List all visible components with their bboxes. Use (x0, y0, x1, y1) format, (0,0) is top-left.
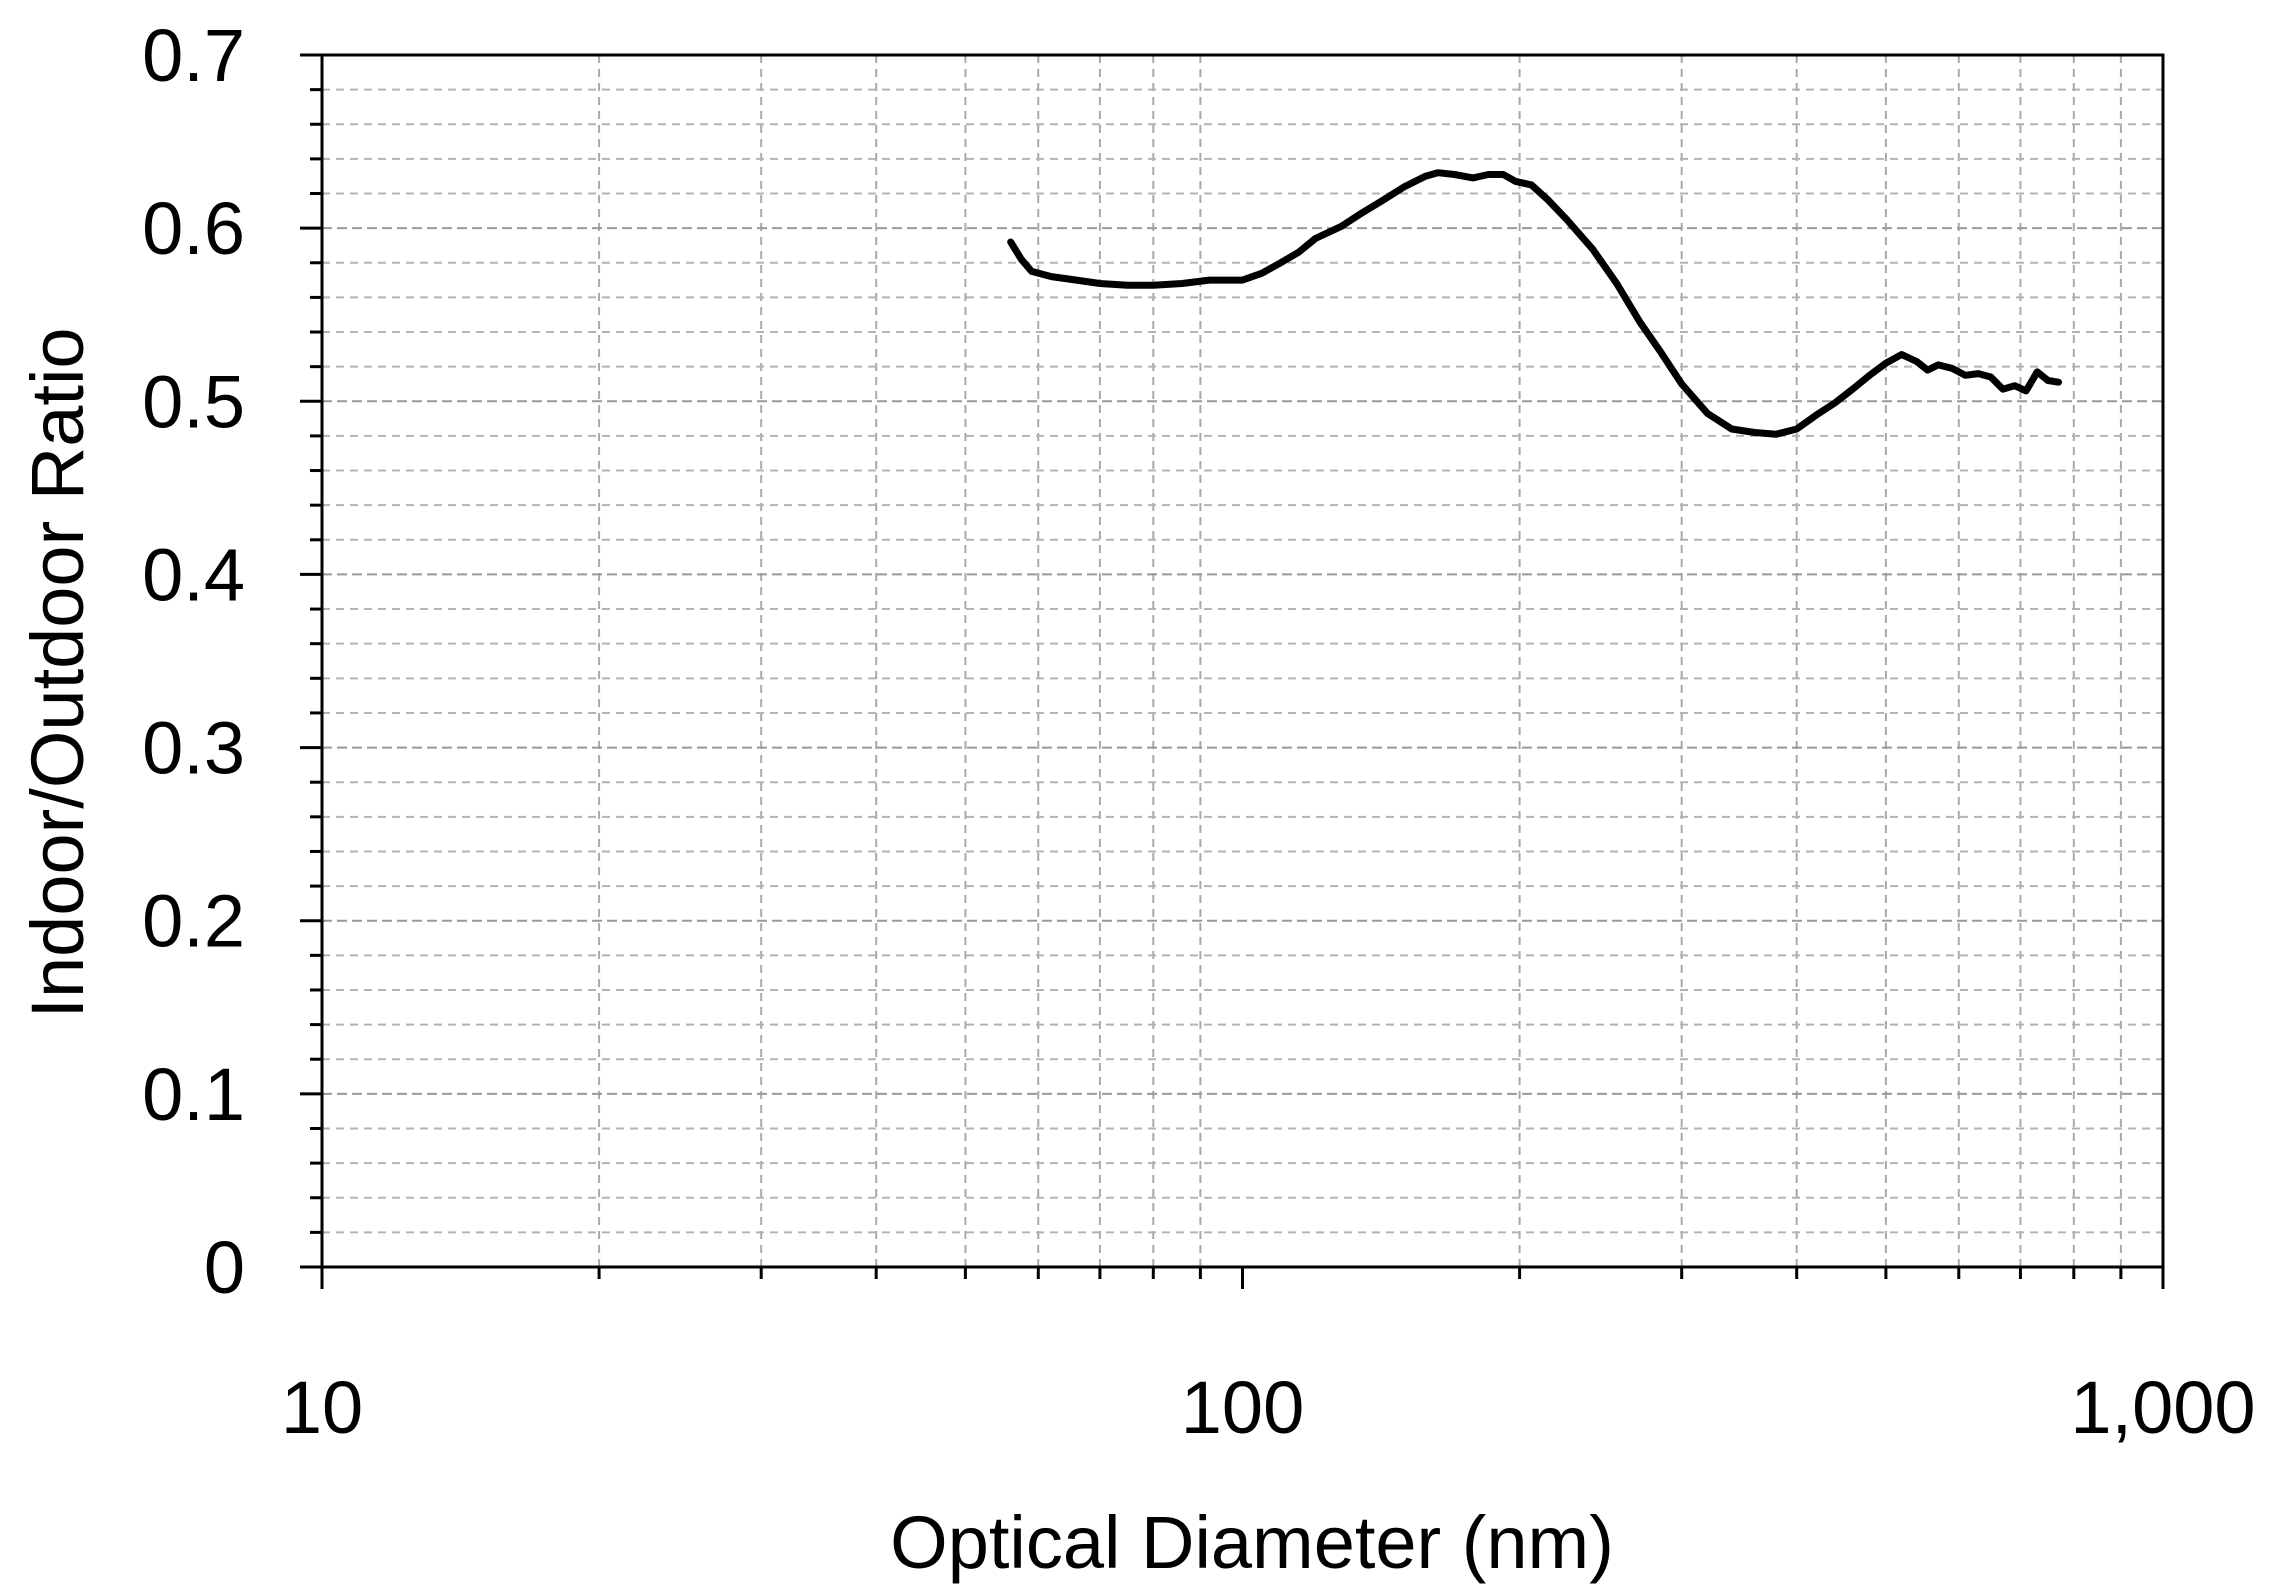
y-tick-label: 0.6 (142, 187, 245, 270)
x-tick-labels: 10 100 1,000 (281, 1366, 2256, 1449)
series-line (1007, 169, 2062, 438)
x-axis-label: Optical Diameter (nm) (890, 1501, 1614, 1584)
x-tick-label: 10 (281, 1366, 363, 1449)
y-axis-label: Indoor/Outdoor Ratio (16, 327, 99, 1018)
x-tick-label: 1,000 (2070, 1366, 2255, 1449)
grid-lines (322, 55, 2163, 1267)
y-tick-label: 0.3 (142, 707, 245, 790)
axis-ticks (300, 53, 2165, 1289)
x-tick-label: 100 (1181, 1366, 1304, 1449)
y-tick-label: 0.4 (142, 533, 245, 616)
plot-frame (320, 53, 2165, 1269)
series-layer (1007, 169, 2062, 438)
y-tick-label: 0.7 (142, 14, 245, 97)
y-tick-labels: 0 0.1 0.2 0.3 0.4 0.5 0.6 0.7 (142, 14, 245, 1309)
y-tick-label: 0.5 (142, 360, 245, 443)
y-tick-label: 0.2 (142, 880, 245, 963)
y-tick-label: 0 (204, 1226, 245, 1309)
y-tick-label: 0.1 (142, 1053, 245, 1136)
